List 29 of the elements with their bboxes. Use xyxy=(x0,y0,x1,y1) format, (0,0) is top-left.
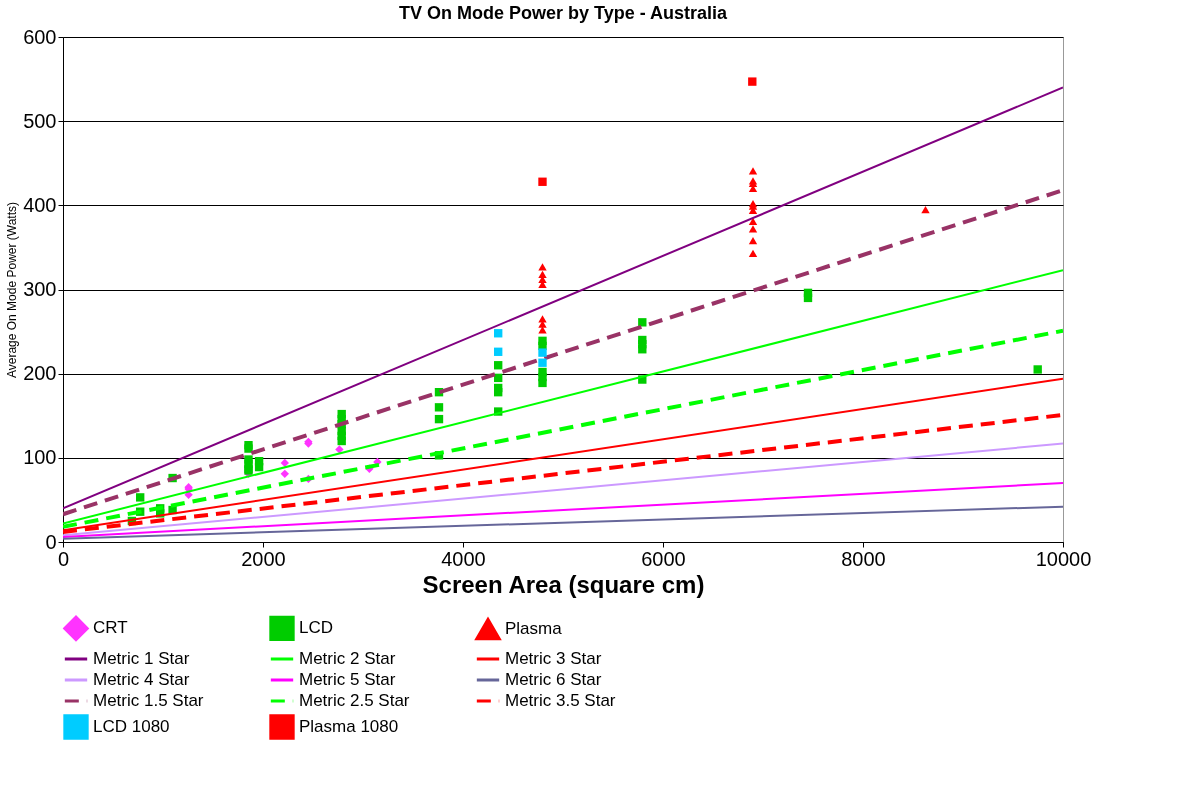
legend-label: Metric 1.5 Star xyxy=(93,691,204,710)
y-tick-label: 100 xyxy=(23,446,57,469)
legend-label: Metric 3 Star xyxy=(505,649,602,668)
legend-label: Metric 1 Star xyxy=(93,649,190,668)
legend-label: Metric 2.5 Star xyxy=(299,691,410,710)
y-axis-title: Average On Mode Power (Watts) xyxy=(5,201,20,379)
x-tick-label: 8000 xyxy=(841,547,886,570)
y-tick-label: 300 xyxy=(23,278,57,300)
x-tick-label: 4000 xyxy=(441,547,486,570)
legend-label: CRT xyxy=(93,618,128,638)
x-tick-label: 10000 xyxy=(1035,547,1092,570)
x-tick-label: 2000 xyxy=(241,547,286,570)
y-tick-label: 500 xyxy=(23,109,57,132)
legend-label: Metric 2 Star xyxy=(299,649,396,668)
x-tick-label: 6000 xyxy=(641,547,686,570)
legend-label: Plasma 1080 xyxy=(299,717,399,736)
legend-label: LCD 1080 xyxy=(93,717,170,736)
y-tick-label: 200 xyxy=(23,362,57,385)
y-tick-label: 600 xyxy=(23,25,57,48)
legend-label: Metric 6 Star xyxy=(505,670,602,689)
legend-label: LCD xyxy=(299,618,334,638)
legend-label: Metric 4 Star xyxy=(93,670,190,689)
legend-label: Metric 5 Star xyxy=(299,670,396,689)
chart-title: TV On Mode Power by Type - Australia xyxy=(398,3,729,23)
legend-label: Metric 3.5 Star xyxy=(505,691,616,710)
legend-label: Plasma xyxy=(505,619,563,639)
y-tick-label: 0 xyxy=(45,530,57,553)
y-tick-label: 400 xyxy=(23,193,57,216)
x-axis-title: Screen Area (square cm) xyxy=(422,570,705,598)
